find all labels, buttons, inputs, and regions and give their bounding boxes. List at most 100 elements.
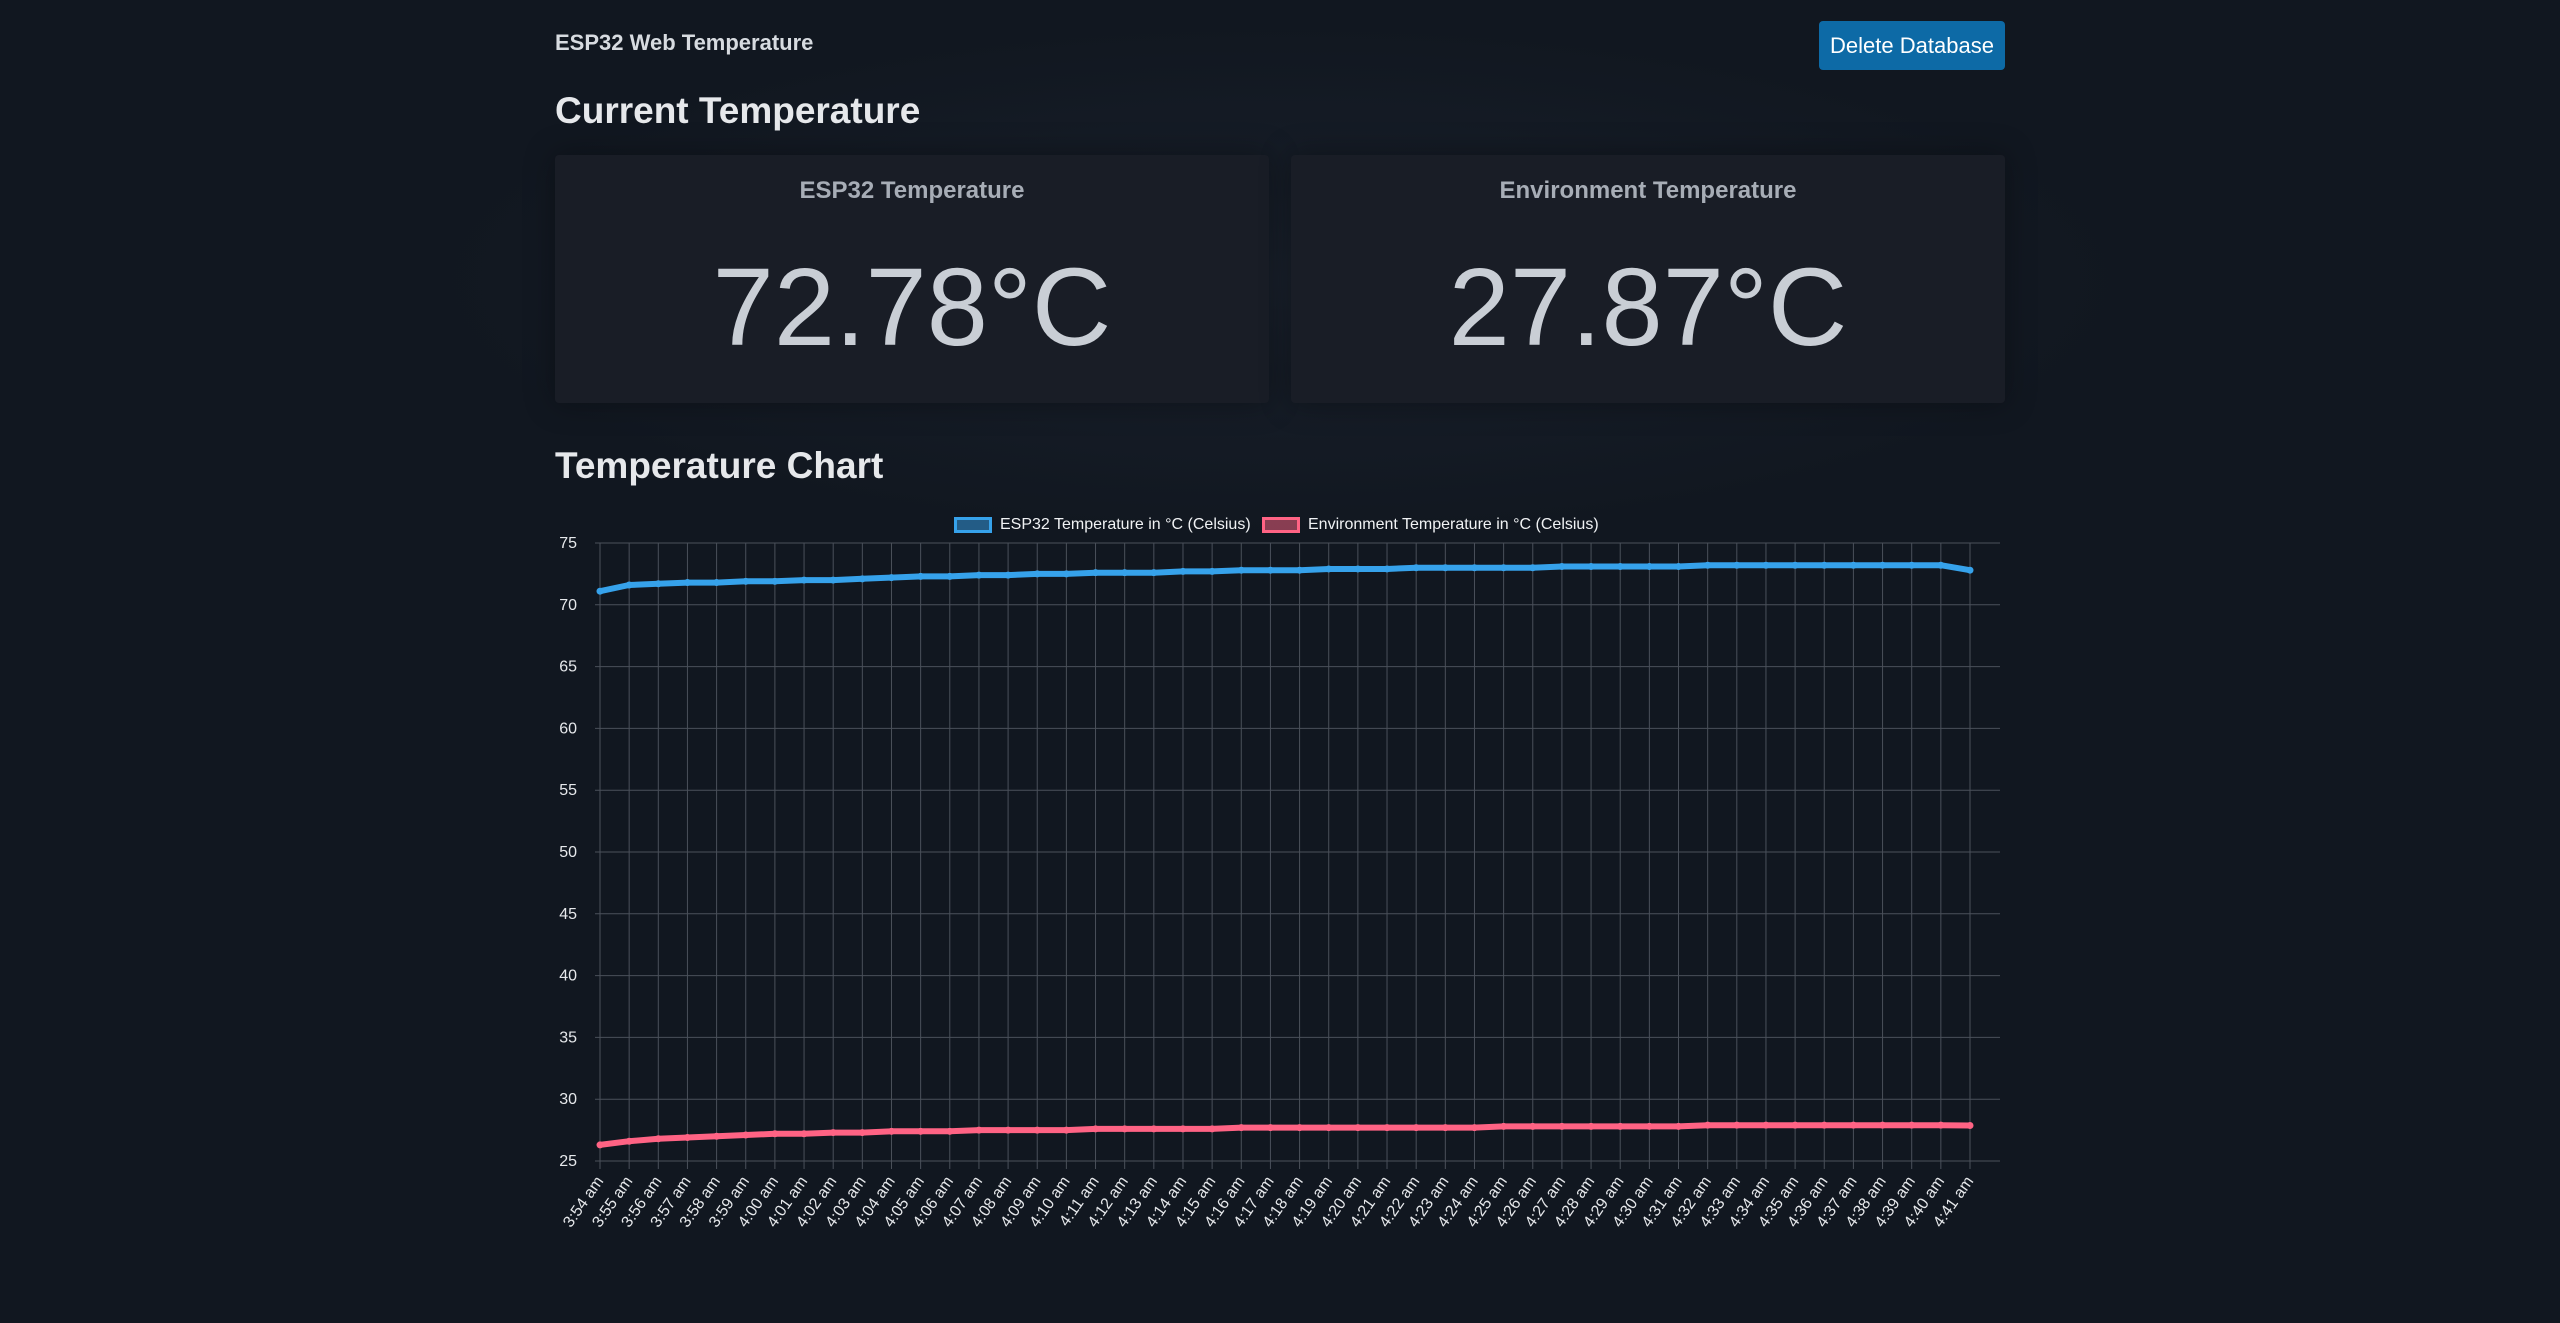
y-tick-label: 60 [559,720,577,737]
esp32-data-point [1849,561,1857,569]
esp32-data-point [1820,561,1828,569]
environment-data-point [1733,1121,1741,1129]
esp32-data-point [683,579,691,587]
esp32-data-point [1441,564,1449,572]
environment-data-point [625,1137,633,1145]
esp32-data-point [1383,565,1391,573]
environment-data-point [1179,1125,1187,1133]
environment-series-line [597,1122,1973,1148]
esp32-data-point [1033,570,1041,578]
environment-data-point [975,1126,983,1134]
y-tick-label: 55 [559,782,577,799]
esp32-data-point [829,576,837,584]
environment-data-point [946,1127,954,1135]
environment-data-point [1762,1121,1770,1129]
esp32-data-point [596,587,604,595]
temperature-chart-heading: Temperature Chart [555,445,884,486]
legend-label-environment: Environment Temperature in °C (Celsius) [1308,516,1599,533]
y-tick-label: 35 [559,1029,577,1046]
esp32-data-point [713,579,721,587]
page-container: ESP32 Web Temperature Delete Database Cu… [555,0,2005,1323]
legend-item-esp32[interactable]: ESP32 Temperature in °C (Celsius) [954,512,1251,538]
environment-data-point [1937,1121,1945,1129]
environment-data-point [1004,1126,1012,1134]
esp32-data-point [1470,564,1478,572]
legend-swatch-environment [1262,517,1300,533]
environment-data-point [1470,1124,1478,1132]
environment-data-point [1441,1124,1449,1132]
y-tick-label: 40 [559,968,577,985]
environment-data-point [800,1130,808,1138]
esp32-data-point [1937,561,1945,569]
environment-card-title: Environment Temperature [1499,177,1797,204]
environment-data-point [1354,1124,1362,1132]
esp32-data-point [1966,566,1974,574]
esp32-data-point [1004,571,1012,579]
esp32-data-point [1587,562,1595,570]
environment-data-point [1675,1122,1683,1130]
esp32-data-point [858,575,866,583]
environment-data-point [1150,1125,1158,1133]
esp32-data-point [975,571,983,579]
esp32-card-title: ESP32 Temperature [799,177,1025,204]
y-tick-label: 45 [559,906,577,923]
esp32-data-point [1208,567,1216,575]
y-tick-label: 25 [559,1153,577,1170]
environment-temperature-value: 27.87°C [1448,246,1848,369]
legend-item-environment[interactable]: Environment Temperature in °C (Celsius) [1262,512,1599,538]
environment-data-point [713,1132,721,1140]
environment-data-point [1325,1124,1333,1132]
esp32-data-point [1266,566,1274,574]
environment-data-point [742,1131,750,1139]
esp32-data-point [800,576,808,584]
esp32-data-point [1354,565,1362,573]
y-tick-label: 65 [559,659,577,676]
environment-data-point [1587,1122,1595,1130]
esp32-temperature-card: ESP32 Temperature 72.78°C [555,155,1269,403]
esp32-data-point [1412,564,1420,572]
esp32-data-point [917,572,925,580]
legend-swatch-esp32 [954,517,992,533]
environment-data-point [1121,1125,1129,1133]
esp32-data-point [1237,566,1245,574]
environment-data-point [887,1127,895,1135]
esp32-data-point [625,581,633,589]
environment-data-point [1296,1124,1304,1132]
esp32-data-point [1062,570,1070,578]
y-tick-label: 70 [559,597,577,614]
environment-data-point [1791,1121,1799,1129]
esp32-data-point [887,574,895,582]
environment-data-point [1500,1122,1508,1130]
esp32-data-point [1325,565,1333,573]
esp32-data-point [1616,562,1624,570]
esp32-series-line [597,562,1973,595]
environment-data-point [1704,1121,1712,1129]
esp32-data-point [1704,561,1712,569]
esp32-data-point [1645,562,1653,570]
environment-data-point [829,1129,837,1137]
environment-data-point [1966,1122,1974,1130]
environment-data-point [1558,1122,1566,1130]
environment-data-point [1092,1125,1100,1133]
environment-data-point [1412,1124,1420,1132]
esp32-data-point [1879,561,1887,569]
esp32-data-point [1733,561,1741,569]
delete-database-button[interactable]: Delete Database [1819,21,2005,70]
esp32-data-point [1791,561,1799,569]
current-temperature-heading: Current Temperature [555,90,921,131]
environment-data-point [1266,1124,1274,1132]
environment-data-point [1645,1122,1653,1130]
esp32-data-point [1121,569,1129,577]
esp32-data-point [771,577,779,585]
y-tick-label: 30 [559,1091,577,1108]
esp32-data-point [1908,561,1916,569]
esp32-data-point [1500,564,1508,572]
environment-data-point [1849,1121,1857,1129]
esp32-data-point [1179,567,1187,575]
environment-data-point [1820,1121,1828,1129]
esp32-data-point [1529,564,1537,572]
environment-data-point [1062,1126,1070,1134]
y-tick-label: 75 [559,535,577,552]
environment-data-point [1616,1122,1624,1130]
